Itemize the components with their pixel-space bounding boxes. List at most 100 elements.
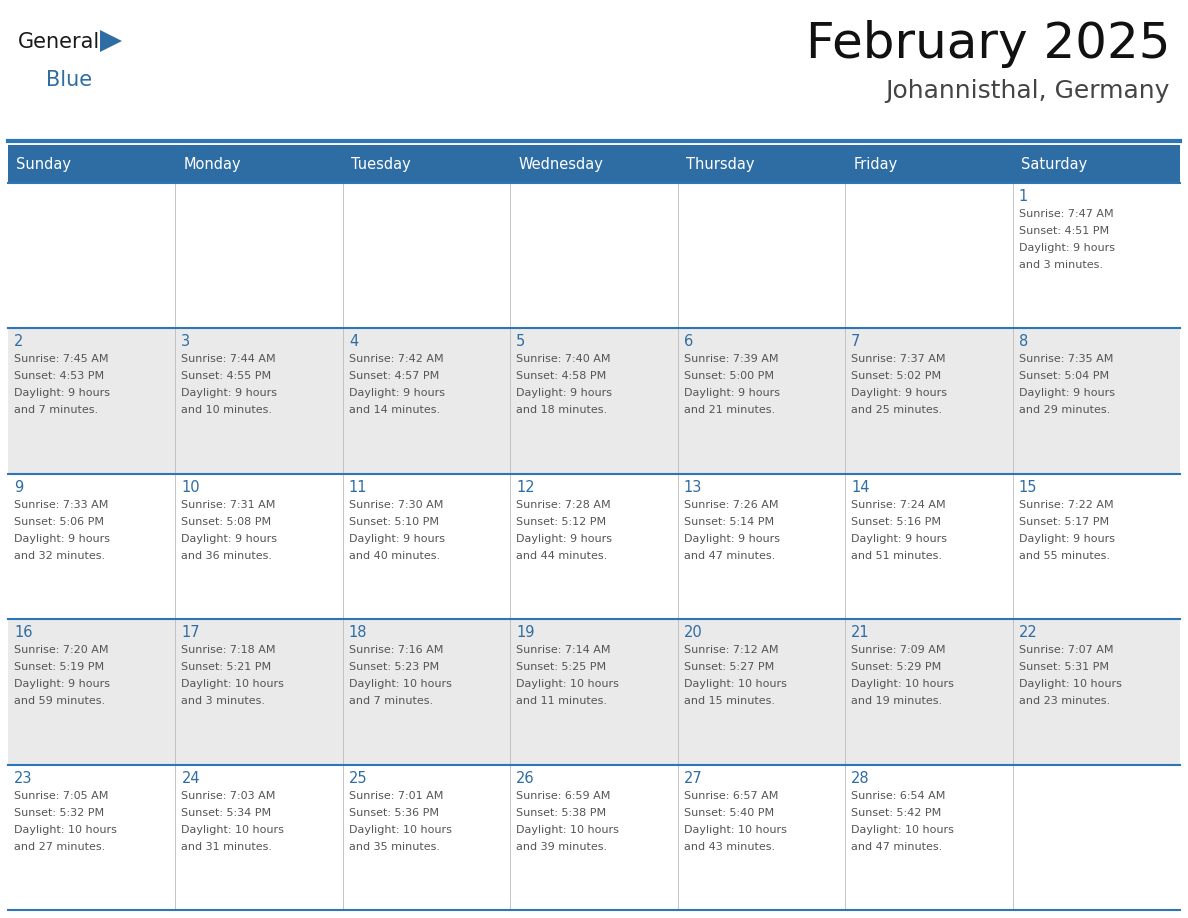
Text: Sunset: 5:14 PM: Sunset: 5:14 PM [684,517,773,527]
Text: 3: 3 [182,334,190,350]
Text: 27: 27 [684,770,702,786]
Bar [677,145,845,183]
Text: Wednesday: Wednesday [518,156,604,172]
Text: Sunset: 5:04 PM: Sunset: 5:04 PM [1018,372,1108,381]
Text: and 11 minutes.: and 11 minutes. [517,696,607,706]
Text: and 21 minutes.: and 21 minutes. [684,406,775,416]
Text: 23: 23 [14,770,32,786]
Text: 1: 1 [1018,189,1028,204]
Text: Daylight: 10 hours: Daylight: 10 hours [349,824,451,834]
Text: Sunrise: 7:03 AM: Sunrise: 7:03 AM [182,790,276,800]
Text: 28: 28 [851,770,870,786]
Bar [845,145,1012,183]
Text: Friday: Friday [853,156,897,172]
Text: Sunset: 5:42 PM: Sunset: 5:42 PM [851,808,941,818]
Text: Sunset: 5:12 PM: Sunset: 5:12 PM [517,517,606,527]
Text: Sunrise: 7:18 AM: Sunrise: 7:18 AM [182,645,276,655]
Text: Daylight: 10 hours: Daylight: 10 hours [684,824,786,834]
Text: 21: 21 [851,625,870,640]
Bar [8,329,1180,474]
Bar [1012,145,1180,183]
Text: Sunrise: 6:54 AM: Sunrise: 6:54 AM [851,790,946,800]
Text: Daylight: 10 hours: Daylight: 10 hours [851,824,954,834]
Text: Sunset: 5:40 PM: Sunset: 5:40 PM [684,808,773,818]
Text: Sunrise: 7:42 AM: Sunrise: 7:42 AM [349,354,443,364]
Text: Daylight: 9 hours: Daylight: 9 hours [517,533,612,543]
Text: Sunrise: 7:39 AM: Sunrise: 7:39 AM [684,354,778,364]
Text: Monday: Monday [183,156,241,172]
Text: Daylight: 9 hours: Daylight: 9 hours [14,679,110,689]
Text: Sunset: 5:08 PM: Sunset: 5:08 PM [182,517,272,527]
Text: Daylight: 9 hours: Daylight: 9 hours [1018,533,1114,543]
Text: Sunset: 5:31 PM: Sunset: 5:31 PM [1018,662,1108,672]
Text: and 7 minutes.: and 7 minutes. [14,406,99,416]
Text: Daylight: 9 hours: Daylight: 9 hours [517,388,612,398]
Text: Sunrise: 7:22 AM: Sunrise: 7:22 AM [1018,499,1113,509]
Text: Sunrise: 7:24 AM: Sunrise: 7:24 AM [851,499,946,509]
Text: Sunrise: 6:57 AM: Sunrise: 6:57 AM [684,790,778,800]
Text: and 18 minutes.: and 18 minutes. [517,406,607,416]
Polygon shape [100,30,122,52]
Text: 26: 26 [517,770,535,786]
Text: and 14 minutes.: and 14 minutes. [349,406,440,416]
Text: and 31 minutes.: and 31 minutes. [182,842,272,852]
Text: Sunrise: 7:14 AM: Sunrise: 7:14 AM [517,645,611,655]
Text: Sunset: 5:38 PM: Sunset: 5:38 PM [517,808,606,818]
Text: Sunrise: 7:40 AM: Sunrise: 7:40 AM [517,354,611,364]
Text: and 19 minutes.: and 19 minutes. [851,696,942,706]
Text: Daylight: 9 hours: Daylight: 9 hours [182,533,278,543]
Text: Sunrise: 6:59 AM: Sunrise: 6:59 AM [517,790,611,800]
Text: Sunset: 5:21 PM: Sunset: 5:21 PM [182,662,272,672]
Text: Sunrise: 7:26 AM: Sunrise: 7:26 AM [684,499,778,509]
Text: Daylight: 9 hours: Daylight: 9 hours [182,388,278,398]
Text: and 3 minutes.: and 3 minutes. [182,696,265,706]
Text: Daylight: 9 hours: Daylight: 9 hours [1018,388,1114,398]
Text: 20: 20 [684,625,702,640]
Text: Sunset: 5:23 PM: Sunset: 5:23 PM [349,662,440,672]
Text: Daylight: 10 hours: Daylight: 10 hours [182,679,284,689]
Text: Daylight: 10 hours: Daylight: 10 hours [684,679,786,689]
Text: and 59 minutes.: and 59 minutes. [14,696,105,706]
Text: 22: 22 [1018,625,1037,640]
Text: Sunset: 4:55 PM: Sunset: 4:55 PM [182,372,272,381]
Bar [8,145,176,183]
Text: Sunrise: 7:35 AM: Sunrise: 7:35 AM [1018,354,1113,364]
Text: Sunrise: 7:07 AM: Sunrise: 7:07 AM [1018,645,1113,655]
Text: Sunrise: 7:12 AM: Sunrise: 7:12 AM [684,645,778,655]
Text: Johannisthal, Germany: Johannisthal, Germany [885,79,1170,103]
Text: Sunset: 5:10 PM: Sunset: 5:10 PM [349,517,438,527]
Text: Daylight: 9 hours: Daylight: 9 hours [851,388,947,398]
Text: Tuesday: Tuesday [350,156,411,172]
Text: 14: 14 [851,480,870,495]
Text: and 43 minutes.: and 43 minutes. [684,842,775,852]
Text: Sunrise: 7:47 AM: Sunrise: 7:47 AM [1018,209,1113,219]
Text: Sunday: Sunday [15,156,71,172]
Text: Daylight: 9 hours: Daylight: 9 hours [14,533,110,543]
Text: Daylight: 9 hours: Daylight: 9 hours [14,388,110,398]
Text: Daylight: 10 hours: Daylight: 10 hours [517,679,619,689]
Text: Daylight: 10 hours: Daylight: 10 hours [182,824,284,834]
Text: 19: 19 [517,625,535,640]
Text: 25: 25 [349,770,367,786]
Bar [343,145,511,183]
Text: February 2025: February 2025 [805,20,1170,68]
Text: Daylight: 9 hours: Daylight: 9 hours [349,388,444,398]
Text: Sunset: 5:29 PM: Sunset: 5:29 PM [851,662,941,672]
Text: General: General [18,32,100,52]
Text: and 44 minutes.: and 44 minutes. [517,551,607,561]
Text: 8: 8 [1018,334,1028,350]
Bar [8,183,1180,329]
Text: Sunrise: 7:44 AM: Sunrise: 7:44 AM [182,354,276,364]
Text: 10: 10 [182,480,200,495]
Text: and 39 minutes.: and 39 minutes. [517,842,607,852]
Text: and 35 minutes.: and 35 minutes. [349,842,440,852]
Text: Sunrise: 7:20 AM: Sunrise: 7:20 AM [14,645,108,655]
Text: Sunset: 5:34 PM: Sunset: 5:34 PM [182,808,272,818]
Bar [511,145,677,183]
Bar [8,620,1180,765]
Text: Saturday: Saturday [1020,156,1087,172]
Text: Sunset: 5:16 PM: Sunset: 5:16 PM [851,517,941,527]
Text: and 3 minutes.: and 3 minutes. [1018,260,1102,270]
Text: 7: 7 [851,334,860,350]
Text: and 25 minutes.: and 25 minutes. [851,406,942,416]
